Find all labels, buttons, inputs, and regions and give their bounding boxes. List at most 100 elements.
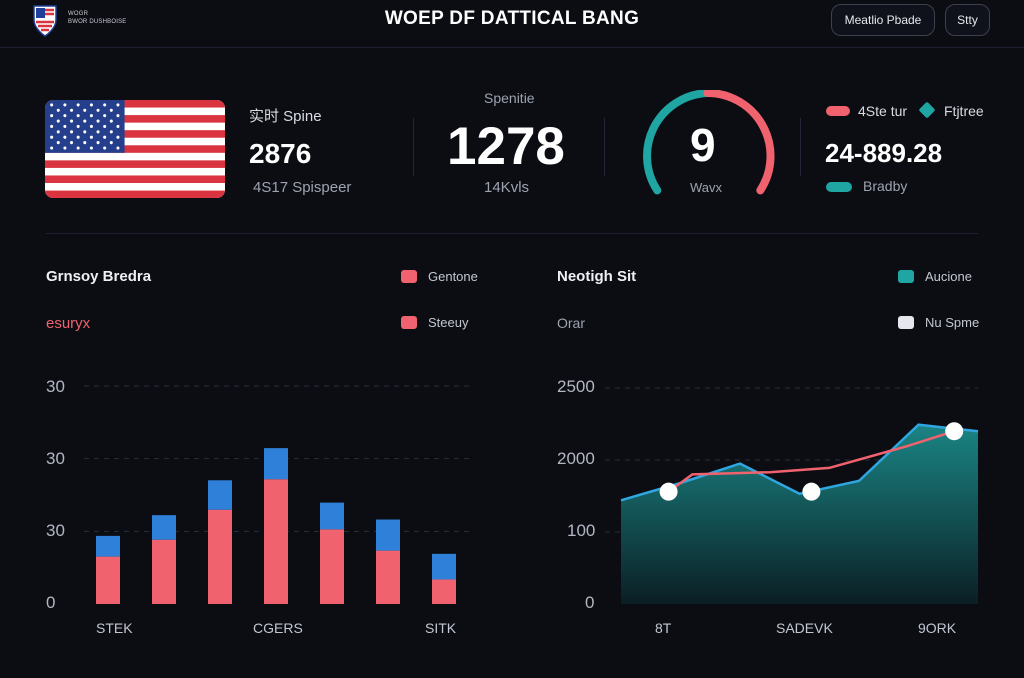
flag-star (83, 119, 87, 123)
bar-segment-top (320, 502, 344, 530)
flag-star (63, 114, 67, 118)
area-fill (621, 424, 978, 604)
data-point-marker[interactable] (802, 482, 821, 501)
red-series-line (667, 430, 955, 493)
flag-star (96, 119, 100, 123)
flag-star (83, 141, 87, 145)
left-y-tick: 0 (46, 593, 56, 612)
flag-star (103, 135, 107, 139)
flag-star (83, 108, 87, 112)
stat4-legend-c: Bradby (863, 178, 908, 194)
left-panel-subtitle: esuryx (46, 315, 91, 332)
right-legend-label-2: Nu Spme (925, 315, 980, 330)
brand-line-2: BWOR DUSHBOISE (68, 19, 127, 25)
right-x-tick: SADEVK (776, 620, 833, 636)
stat2-label: Spenitie (484, 90, 535, 106)
right-legend-swatch-2 (898, 316, 914, 329)
brand-line-1: WOGR (68, 11, 89, 17)
stat1-label: 实时 Spine (249, 108, 322, 125)
stat4-legend-a: 4Ste tur (858, 103, 908, 119)
flag-star (56, 108, 60, 112)
flag-star (109, 141, 113, 145)
right-y-tick: 2000 (557, 449, 595, 468)
bar-segment-base (432, 579, 456, 604)
flag-star (63, 135, 67, 139)
us-flag-image (45, 100, 225, 198)
flag-star (109, 130, 113, 134)
left-legend-label-1: Gentone (428, 269, 478, 284)
bar-segment-base (96, 556, 120, 604)
flag-star (116, 103, 120, 107)
gauge-value: 9 (690, 119, 716, 171)
page-title: WOEP DF DATTICAL BANG (384, 8, 640, 29)
flag-star (116, 146, 120, 150)
right-y-tick: 100 (567, 521, 596, 540)
flag-shield-icon[interactable] (32, 4, 58, 38)
left-y-tick: 30 (46, 521, 65, 540)
flag-star (103, 146, 107, 150)
data-point-marker[interactable] (659, 482, 678, 501)
brand-name: WOGR BWOR DUSHBOISE (68, 10, 126, 26)
flag-star (89, 114, 93, 118)
primary-header-button[interactable]: Meatlio Pbade (831, 4, 935, 36)
flag-star (63, 146, 67, 150)
flag-star (63, 103, 67, 107)
bar-segment-base (264, 479, 288, 604)
flag-star (116, 124, 120, 129)
flag-star (89, 146, 93, 150)
left-x-tick: SITK (425, 620, 457, 636)
flag-star (70, 141, 74, 145)
bar-segment-base (320, 529, 344, 604)
right-legend-label-1: Aucione (925, 269, 972, 284)
bar-segment-base (376, 550, 400, 604)
legend-swatch-teal (826, 182, 852, 192)
flag-star (89, 103, 93, 107)
flag-star (89, 135, 93, 139)
flag-star (50, 135, 54, 139)
flag-star (96, 108, 100, 112)
right-panel-title: Neotigh Sit (557, 268, 637, 285)
gauge (643, 90, 775, 195)
left-legend-label-2: Steeuy (428, 315, 469, 330)
flag-star (50, 124, 54, 129)
bar-segment-top (208, 480, 232, 510)
left-y-tick: 30 (46, 377, 65, 396)
stat2-value: 1278 (447, 117, 565, 176)
bar-segment-base (152, 539, 176, 604)
right-y-tick: 2500 (557, 377, 595, 396)
left-legend-swatch-1 (401, 270, 417, 283)
flag-star (70, 108, 74, 112)
stat-divider (604, 118, 605, 176)
flag-star (76, 124, 80, 129)
stat-divider (413, 118, 414, 176)
flag-star (103, 124, 107, 129)
flag-star (50, 146, 54, 150)
secondary-header-button[interactable]: Stty (945, 4, 990, 36)
right-legend-swatch-1 (898, 270, 914, 283)
flag-star (83, 130, 87, 134)
left-x-tick: STEK (96, 620, 133, 636)
flag-star (50, 103, 54, 107)
flag-star (50, 114, 54, 118)
flag-star (116, 135, 120, 139)
flag-star (96, 141, 100, 145)
flag-star (63, 124, 67, 129)
legend-swatch-red (826, 106, 850, 116)
bar-segment-top (152, 515, 176, 540)
flag-star (76, 114, 80, 118)
right-x-tick: 8T (655, 620, 672, 636)
flag-star (56, 141, 60, 145)
right-y-tick: 0 (585, 593, 595, 612)
flag-star (70, 119, 74, 123)
stat1-sub: 4S17 Spispeer (253, 179, 352, 196)
stat2-sub: 14Kvls (484, 179, 530, 196)
data-point-marker[interactable] (945, 422, 964, 441)
bar-segment-top (432, 553, 456, 580)
gauge-right-arc (703, 90, 775, 195)
bar-segment-top (264, 448, 288, 480)
stat4-legend-b: Ftjtree (944, 103, 984, 119)
flag-star (76, 146, 80, 150)
stat1-value: 2876 (249, 138, 312, 169)
